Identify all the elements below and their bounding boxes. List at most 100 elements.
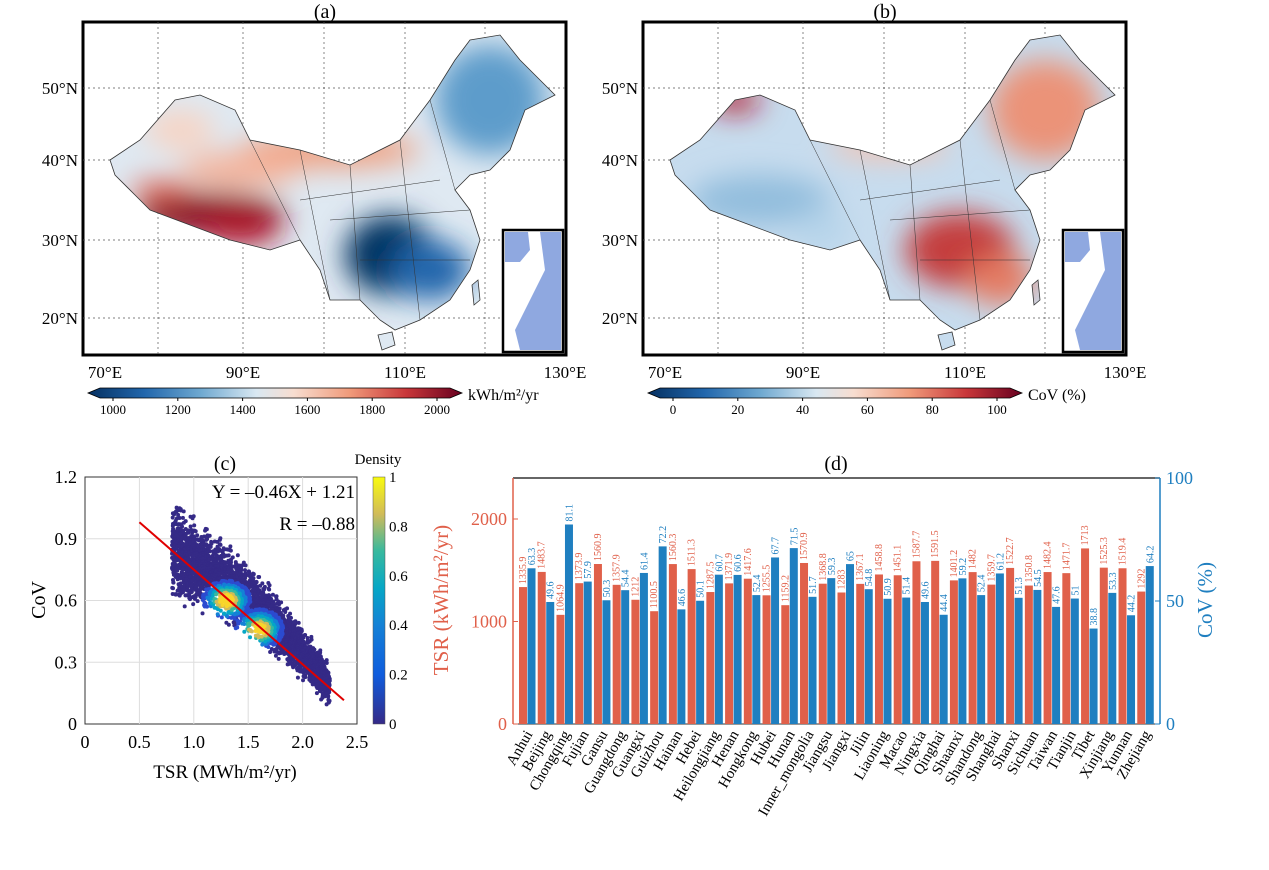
scatter-point bbox=[249, 629, 254, 634]
scatter-point bbox=[177, 515, 182, 520]
scatter-point bbox=[189, 589, 194, 594]
density-colorbar bbox=[372, 476, 386, 725]
value-field bbox=[990, 60, 1100, 160]
bar-cov bbox=[546, 601, 555, 724]
bar-tsr bbox=[949, 580, 958, 724]
density-tick-label: 0 bbox=[389, 717, 397, 733]
scatter-point bbox=[190, 516, 195, 521]
bar-tsr bbox=[1137, 591, 1146, 724]
bar-tsr bbox=[1006, 567, 1015, 724]
bar-tsr bbox=[1081, 548, 1090, 724]
bar-cov bbox=[752, 595, 761, 724]
scatter-point bbox=[203, 528, 208, 533]
bar-cov-value-label: 50.9 bbox=[883, 578, 894, 596]
value-field bbox=[790, 210, 850, 250]
scatter-point bbox=[228, 544, 233, 549]
bar-tsr-value-label: 1560.3 bbox=[668, 534, 679, 562]
colorbar-tick-label: 1800 bbox=[359, 402, 385, 417]
bar-tsr bbox=[931, 560, 940, 724]
bar-tsr bbox=[1062, 573, 1071, 724]
scatter-point bbox=[192, 523, 197, 528]
scatter-point bbox=[171, 580, 176, 585]
bar-cov bbox=[583, 581, 592, 724]
bar-cov bbox=[995, 573, 1004, 724]
bar-tsr bbox=[575, 583, 584, 724]
x-tick-label: 0 bbox=[81, 732, 90, 752]
scatter-point bbox=[175, 568, 180, 573]
bar-tsr-value-label: 1560.9 bbox=[593, 534, 604, 562]
scatter-point bbox=[171, 586, 176, 591]
bar-cov bbox=[1052, 606, 1061, 724]
lon-tick-label: 70°E bbox=[88, 363, 122, 382]
bar-tsr bbox=[537, 571, 546, 724]
value-field bbox=[145, 110, 215, 150]
scatter-point bbox=[276, 656, 281, 661]
bar-tsr bbox=[612, 584, 621, 724]
scatter-point bbox=[269, 647, 274, 652]
bar-cov bbox=[621, 590, 630, 724]
bar-tsr-value-label: 1458.8 bbox=[874, 544, 885, 572]
bar-cov bbox=[902, 597, 911, 724]
bar-tsr-value-label: 1511.3 bbox=[687, 539, 698, 566]
x-tick-label: 0.5 bbox=[128, 732, 151, 752]
bar-tsr bbox=[1024, 585, 1033, 724]
bar-cov-value-label: 47.6 bbox=[1052, 586, 1063, 604]
scatter-point bbox=[301, 678, 306, 683]
correlation-r: R = –0.88 bbox=[279, 514, 355, 535]
x-tick-label: 2.0 bbox=[291, 732, 314, 752]
scatter-point bbox=[320, 691, 325, 696]
province-border bbox=[299, 179, 441, 201]
scatter-point bbox=[182, 604, 187, 609]
bar-cov bbox=[808, 596, 817, 724]
bar-cov-value-label: 51 bbox=[1070, 586, 1081, 596]
bar-tsr bbox=[706, 592, 715, 724]
scatter-point bbox=[202, 534, 207, 539]
bar-tsr bbox=[1118, 568, 1127, 724]
scatter-point bbox=[178, 581, 183, 586]
scatter-point bbox=[190, 530, 195, 535]
bar-tsr-value-label: 1570.9 bbox=[799, 532, 810, 560]
scatter-point bbox=[242, 568, 247, 573]
scatter-point bbox=[180, 515, 185, 520]
panel-a-map: (a) 50°N 40°N 30°N 20°N 70°E 90°E 110°E 130°E 100… bbox=[42, 1, 586, 417]
bar-cov bbox=[827, 578, 836, 724]
scatter-point bbox=[193, 529, 198, 534]
bar-cov bbox=[1014, 597, 1023, 724]
scatter-point bbox=[191, 602, 196, 607]
bar-tsr-value-label: 1482.4 bbox=[1043, 542, 1054, 570]
bar-cov bbox=[789, 548, 798, 724]
bar-tsr-value-label: 1255.5 bbox=[762, 565, 773, 593]
regression-equation: Y = –0.46X + 1.21 bbox=[212, 482, 355, 503]
scatter-point bbox=[219, 615, 224, 620]
scatter-point bbox=[273, 653, 278, 658]
lon-tick-label: 90°E bbox=[226, 363, 260, 382]
bar-cov bbox=[677, 609, 686, 724]
colorbar-unit: CoV (%) bbox=[1028, 387, 1086, 404]
bar-tsr bbox=[668, 564, 677, 724]
x-tick-label: 1.0 bbox=[183, 732, 206, 752]
colorbar-tick-label: 0 bbox=[670, 402, 677, 417]
lat-tick-label: 50°N bbox=[602, 79, 638, 98]
bar-tsr-value-label: 1522.7 bbox=[1005, 537, 1016, 565]
bar-tsr bbox=[556, 614, 565, 724]
left-tick-label: 2000 bbox=[471, 509, 507, 529]
right-tick-label: 100 bbox=[1166, 468, 1193, 488]
scatter-point bbox=[178, 576, 183, 581]
scatter-point bbox=[309, 634, 314, 639]
panel-label: (a) bbox=[314, 1, 336, 23]
lon-tick-label: 110°E bbox=[944, 363, 986, 382]
bar-tsr-value-label: 1587.7 bbox=[911, 531, 922, 559]
bar-cov bbox=[864, 589, 873, 724]
scatter-point bbox=[172, 512, 177, 517]
scatter-point bbox=[215, 539, 220, 544]
bar-tsr-value-label: 1591.5 bbox=[930, 530, 941, 558]
bar-tsr bbox=[874, 574, 883, 724]
bar-cov-value-label: 46.6 bbox=[677, 589, 688, 607]
value-field bbox=[130, 180, 190, 200]
bar-tsr-value-label: 1283 bbox=[837, 569, 848, 589]
lat-tick-label: 30°N bbox=[602, 231, 638, 250]
colorbar-unit: kWh/m²/yr bbox=[468, 387, 539, 404]
colorbar-tick-label: 1200 bbox=[165, 402, 191, 417]
scatter-point bbox=[173, 592, 178, 597]
bar-cov-value-label: 53.3 bbox=[1108, 572, 1119, 590]
